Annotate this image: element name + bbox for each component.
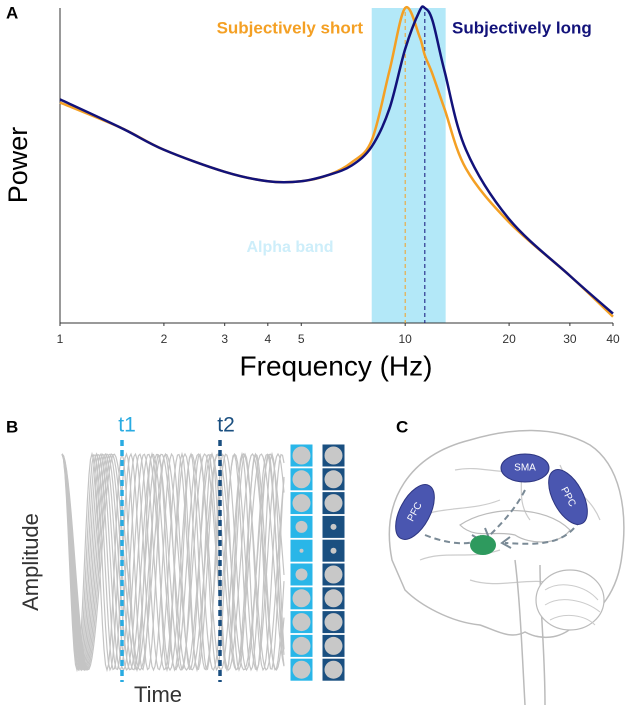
panel-b: B Amplitude Time t1 t2: [6, 414, 346, 707]
phase-dot: [324, 446, 343, 465]
phase-dot: [292, 636, 311, 655]
phase-dot: [295, 568, 308, 581]
panel-c: C PFC SMA PPC: [388, 417, 625, 706]
series-label: Subjectively long: [452, 18, 592, 37]
wave: [61, 452, 285, 672]
panel-a: 1 2 3 4 5 10 20 30 40 Subjectively short Subjectiv…: [57, 5, 620, 346]
phase-dot: [292, 494, 311, 513]
phase-dot: [324, 589, 343, 608]
cerebellum-folia: [544, 584, 601, 626]
brainstem: [514, 559, 546, 706]
region: [395, 484, 435, 540]
region: [500, 453, 550, 483]
phase-dot: [292, 613, 311, 632]
y-axis-label: Power: [3, 127, 33, 204]
x-tick-label: 10: [399, 332, 413, 346]
band-label: Alpha band: [246, 239, 333, 256]
series-line: [59, 5, 614, 315]
series-line: [59, 5, 614, 318]
phase-dot: [295, 520, 308, 533]
basal-ganglia: [470, 535, 496, 555]
phase-dot: [299, 548, 304, 553]
phase-dot: [324, 636, 343, 655]
phase-dot: [330, 547, 337, 554]
region-label: SMA: [514, 463, 536, 474]
x-tick-label: 3: [221, 332, 228, 346]
x-tick-label: 40: [606, 332, 620, 346]
wave: [61, 452, 285, 672]
x-tick-label: 2: [161, 332, 168, 346]
phase-dot: [292, 660, 311, 679]
y-axis-label: Amplitude: [18, 513, 43, 611]
x-tick-label: 1: [57, 332, 64, 346]
phase-dot: [324, 470, 343, 489]
x-tick-label: 30: [563, 332, 577, 346]
time-marker-label: t1: [118, 414, 136, 437]
x-axis-label: Frequency (Hz): [240, 350, 433, 381]
wave: [61, 452, 285, 672]
series-label: Subjectively short: [217, 18, 364, 37]
x-axis-label: Time: [134, 682, 182, 707]
panel-label: B: [6, 417, 18, 436]
wave: [61, 453, 285, 671]
phase-dot: [324, 565, 343, 584]
x-tick-label: 5: [298, 332, 305, 346]
x-tick-label: 4: [264, 332, 271, 346]
phase-dot: [292, 589, 311, 608]
phase-dot: [324, 613, 343, 632]
phase-dot: [324, 660, 343, 679]
wave: [61, 452, 285, 672]
phase-dot: [292, 446, 311, 465]
x-tick-label: 20: [502, 332, 516, 346]
time-marker-label: t2: [217, 414, 235, 437]
phase-dot: [324, 494, 343, 513]
alpha-band: [371, 8, 446, 323]
phase-dot: [292, 470, 311, 489]
phase-dot: [330, 523, 337, 530]
panel-label: A: [6, 3, 18, 22]
panel-label: C: [396, 417, 408, 436]
region: [548, 469, 588, 525]
wave: [61, 453, 285, 671]
